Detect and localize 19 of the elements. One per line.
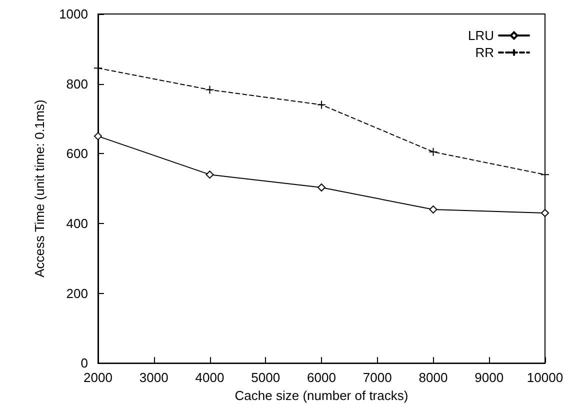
x-tick-label: 8000 <box>418 370 448 386</box>
legend-label: LRU <box>468 28 494 43</box>
y-tick-label: 400 <box>66 216 88 231</box>
y-axis-title: Access Time (unit time: 0.1ms) <box>32 100 47 278</box>
y-tick-label: 800 <box>66 76 88 92</box>
legend-label: RR <box>475 45 494 60</box>
x-tick-label: 4000 <box>195 370 224 386</box>
x-tick-label: 9000 <box>474 370 504 386</box>
x-tick-label: 2000 <box>84 370 112 386</box>
x-tick-label: 6000 <box>307 370 336 386</box>
y-tick-label: 600 <box>66 146 88 162</box>
y-tick-label: 200 <box>66 286 88 301</box>
x-tick-label: 5000 <box>251 370 280 386</box>
x-tick-label: 7000 <box>362 370 392 386</box>
x-tick-label: 3000 <box>139 370 168 386</box>
y-tick-label: 0 <box>80 356 88 371</box>
x-tick-label: 10000 <box>526 370 564 386</box>
x-axis-title: Cache size (number of tracks) <box>234 388 408 403</box>
y-tick-label: 1000 <box>59 6 88 22</box>
